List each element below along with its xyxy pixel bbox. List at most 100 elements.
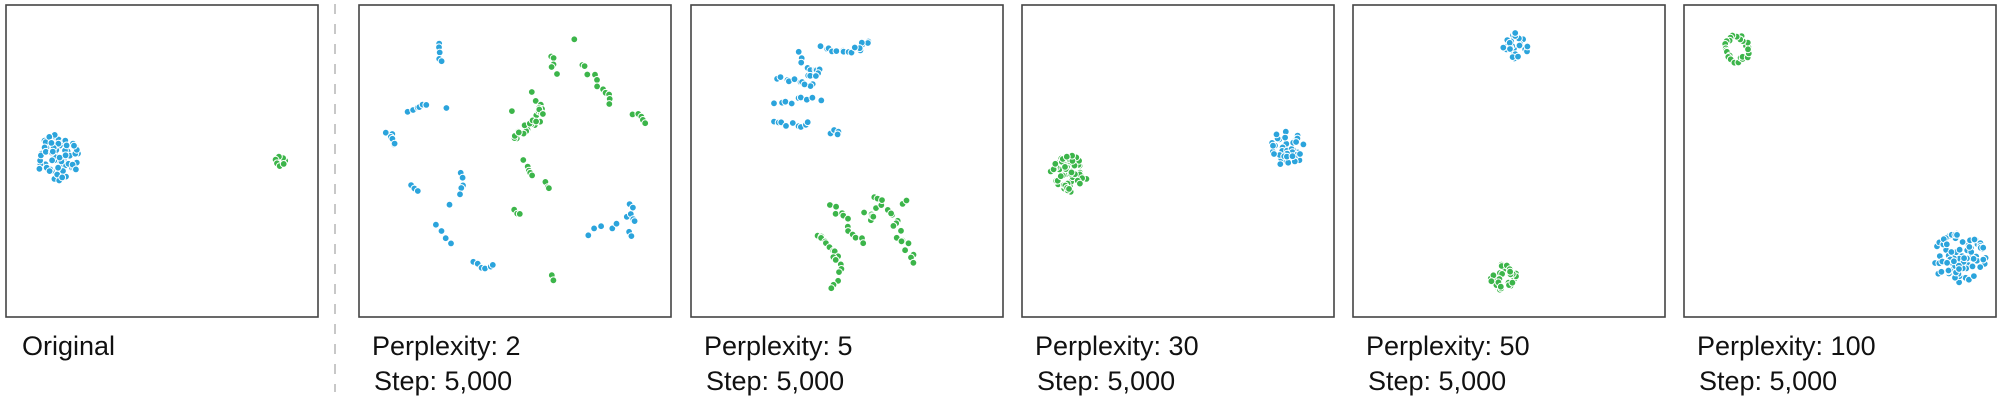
data-point (584, 231, 593, 240)
data-point (1051, 159, 1060, 168)
scatter-panel-3: Perplexity: 5 Step: 5,000 (690, 4, 1004, 396)
data-point (889, 222, 898, 230)
data-point (72, 165, 80, 174)
data-point (1523, 42, 1532, 51)
data-point (851, 233, 860, 242)
data-point (1958, 238, 1967, 246)
data-point (435, 48, 444, 57)
data-point (445, 200, 454, 209)
data-point (580, 62, 589, 70)
data-point (835, 268, 843, 277)
data-point (437, 57, 446, 66)
data-point (1744, 45, 1752, 54)
data-point (831, 256, 840, 264)
data-point (878, 196, 886, 205)
data-point (1979, 243, 1988, 252)
data-point (514, 128, 523, 137)
data-point (549, 276, 558, 285)
data-point (488, 261, 497, 269)
plot-frame (358, 4, 672, 318)
panel-step: Step: 5,000 (706, 366, 844, 396)
data-point (859, 239, 868, 248)
data-point (47, 139, 56, 147)
data-point (545, 184, 553, 193)
data-point (1292, 138, 1300, 146)
data-point (1270, 150, 1278, 158)
data-point (1944, 266, 1953, 275)
data-point (1506, 45, 1514, 53)
data-point (547, 63, 556, 71)
data-point (832, 202, 840, 211)
data-point (1062, 152, 1071, 161)
data-point (457, 184, 466, 192)
data-point (590, 224, 598, 233)
data-point (850, 43, 859, 52)
data-point (48, 147, 57, 156)
data-point (1515, 41, 1524, 50)
data-point (458, 173, 467, 182)
plot-frame (690, 4, 1004, 318)
data-point (413, 187, 422, 195)
data-point (1067, 168, 1076, 177)
scatter-panel-6: Perplexity: 100 Step: 5,000 (1683, 4, 1997, 396)
data-point (1976, 263, 1985, 272)
data-point (422, 101, 431, 109)
data-point (833, 130, 842, 139)
data-point (597, 222, 605, 231)
data-point (62, 141, 71, 150)
data-point (1269, 141, 1277, 150)
data-point (605, 100, 614, 108)
data-point (817, 96, 826, 105)
data-point (1065, 185, 1073, 193)
data-point (70, 141, 78, 150)
data-point (48, 156, 56, 165)
data-point (816, 42, 825, 51)
data-point (1955, 245, 1964, 254)
data-point (897, 226, 905, 235)
data-point (629, 203, 637, 212)
data-point (869, 212, 878, 221)
data-point (627, 232, 636, 241)
data-point (1272, 130, 1281, 139)
data-point (58, 173, 67, 182)
data-point (532, 117, 540, 126)
data-point (612, 219, 621, 228)
data-point (1076, 179, 1084, 188)
data-point (787, 99, 796, 108)
data-point (901, 246, 909, 255)
data-point (519, 156, 528, 164)
data-point (1950, 257, 1958, 266)
data-point (1514, 52, 1522, 61)
data-point (860, 208, 868, 217)
data-point (45, 167, 54, 176)
panel-title: Perplexity: 30 (1035, 331, 1199, 361)
scatter-panel-1: Original (5, 4, 319, 361)
panel-title: Original (22, 331, 115, 361)
data-point (770, 99, 778, 108)
data-point (441, 234, 450, 243)
data-point (54, 163, 62, 172)
data-point (831, 209, 840, 218)
data-point (447, 239, 455, 248)
scatter-panel-5: Perplexity: 50 Step: 5,000 (1352, 4, 1666, 396)
data-point (1299, 140, 1308, 149)
data-point (800, 80, 809, 89)
panel-step: Step: 5,000 (374, 366, 512, 396)
data-point (1496, 282, 1505, 291)
data-point (832, 47, 841, 55)
panel-step: Step: 5,000 (1037, 366, 1175, 396)
data-point (531, 97, 540, 105)
data-point (1953, 231, 1961, 239)
data-point (583, 70, 592, 79)
data-point (1937, 267, 1946, 276)
data-point (437, 227, 446, 235)
scatter-panel-4: Perplexity: 30 Step: 5,000 (1021, 4, 1335, 396)
data-point (61, 151, 70, 160)
data-point (1056, 172, 1065, 181)
data-point (593, 76, 601, 84)
data-point (608, 224, 617, 233)
panel-step: Step: 5,000 (1699, 366, 1837, 396)
data-point (902, 196, 911, 205)
data-point (1499, 43, 1508, 52)
